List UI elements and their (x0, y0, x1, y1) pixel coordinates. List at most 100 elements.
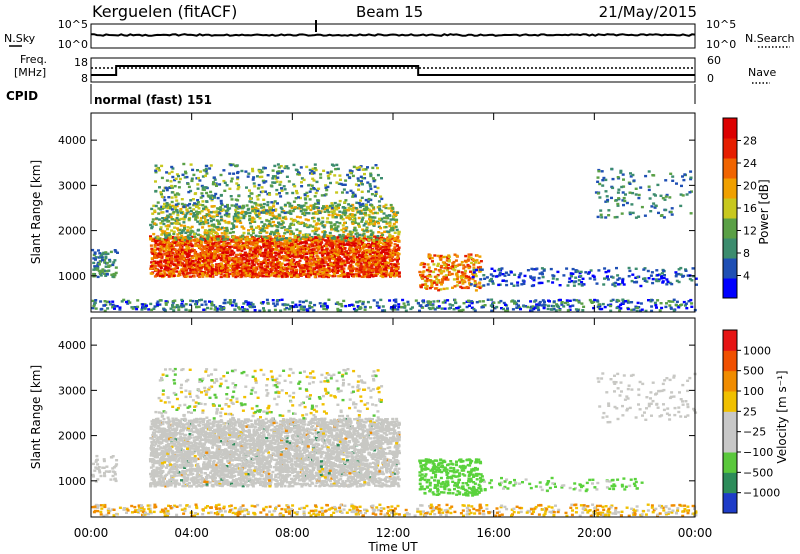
scatter-cell (388, 254, 392, 257)
scatter-cell (346, 272, 350, 275)
scatter-cell (341, 211, 345, 214)
scatter-cell (344, 229, 348, 232)
scatter-cell (175, 270, 179, 273)
scatter-cell (429, 270, 433, 273)
scatter-cell (323, 252, 326, 255)
scatter-cell (474, 289, 478, 292)
scatter-cell (258, 273, 262, 276)
scatter-cell (190, 255, 194, 258)
scatter-cell (674, 271, 678, 274)
scatter-cell (210, 270, 214, 273)
scatter-cell (352, 243, 356, 246)
scatter-cell (305, 211, 309, 215)
scatter-cell (432, 281, 436, 284)
scatter-cell (150, 225, 154, 228)
scatter-cell (263, 208, 267, 212)
scatter-cell (213, 248, 217, 251)
scatter-cell (162, 219, 166, 222)
scatter-cell (158, 269, 162, 272)
scatter-cell (194, 215, 198, 219)
scatter-cell (197, 245, 201, 248)
scatter-cell (374, 190, 378, 194)
scatter-cell (382, 248, 386, 252)
scatter-cell (349, 255, 353, 259)
scatter-cell (309, 262, 313, 266)
scatter-cell (478, 281, 482, 284)
scatter-cell (447, 270, 451, 274)
scatter-cell (155, 256, 159, 259)
scatter-cell (158, 255, 162, 258)
scatter-cell (255, 214, 259, 217)
scatter-cell (219, 267, 223, 270)
scatter-cell (386, 252, 390, 256)
scatter-cell (211, 264, 215, 267)
scatter-cell (466, 258, 470, 261)
scatter-cell (183, 224, 187, 228)
scatter-cell (462, 274, 466, 277)
scatter-cell (171, 167, 175, 170)
scatter-cell (313, 239, 317, 243)
scatter-cell (477, 261, 481, 264)
scatter-cell (459, 275, 463, 278)
scatter-cell (197, 253, 201, 256)
scatter-cell (259, 269, 263, 272)
scatter-cell (318, 273, 321, 277)
scatter-cell (206, 259, 210, 262)
scatter-cell (261, 239, 265, 242)
scatter-cell (257, 213, 261, 216)
scatter-cell (168, 254, 172, 258)
scatter-cell (253, 259, 257, 262)
scatter-cell (336, 254, 340, 257)
scatter-cell (285, 275, 289, 278)
scatter-cell (462, 279, 466, 282)
scatter-cell (274, 208, 278, 211)
scatter-cell (256, 249, 260, 252)
scatter-cell (266, 262, 270, 265)
power-scatter (91, 162, 698, 313)
scatter-cell (367, 242, 370, 246)
scatter-cell (305, 265, 309, 269)
scatter-cell (203, 241, 207, 244)
scatter-cell (186, 182, 190, 185)
scatter-cell (154, 204, 158, 208)
scatter-cell (462, 267, 466, 270)
scatter-cell (381, 265, 385, 269)
scatter-cell (343, 255, 347, 258)
scatter-cell (331, 246, 335, 249)
scatter-cell (283, 263, 287, 267)
scatter-cell (160, 176, 164, 180)
scatter-cell (190, 177, 194, 180)
scatter-cell (435, 281, 439, 284)
scatter-cell (351, 260, 355, 263)
scatter-cell (298, 269, 302, 272)
scatter-cell (325, 270, 329, 274)
scatter-cell (297, 222, 301, 225)
scatter-cell (227, 220, 231, 224)
scatter-cell (466, 263, 470, 267)
scatter-cell (170, 184, 174, 188)
scatter-cell (260, 170, 264, 174)
scatter-cell (269, 206, 273, 209)
scatter-cell (177, 193, 181, 196)
scatter-cell (347, 267, 351, 270)
scatter-cell (392, 212, 396, 216)
scatter-cell (359, 199, 362, 202)
scatter-cell (356, 242, 360, 245)
scatter-cell (181, 173, 185, 176)
scatter-cell (192, 232, 196, 236)
scatter-cell (259, 254, 263, 257)
scatter-cell (252, 275, 256, 278)
scatter-cell (386, 217, 390, 220)
scatter-cell (190, 249, 194, 252)
scatter-cell (153, 209, 157, 212)
scatter-cell (286, 230, 290, 234)
scatter-cell (238, 245, 242, 248)
scatter-cell (223, 260, 227, 263)
scatter-cell (177, 241, 181, 244)
scatter-cell (279, 238, 283, 241)
scatter-cell (341, 233, 345, 237)
scatter-cell (365, 249, 369, 252)
scatter-cell (153, 222, 157, 225)
scatter-cell (195, 214, 199, 217)
scatter-cell (482, 274, 486, 277)
